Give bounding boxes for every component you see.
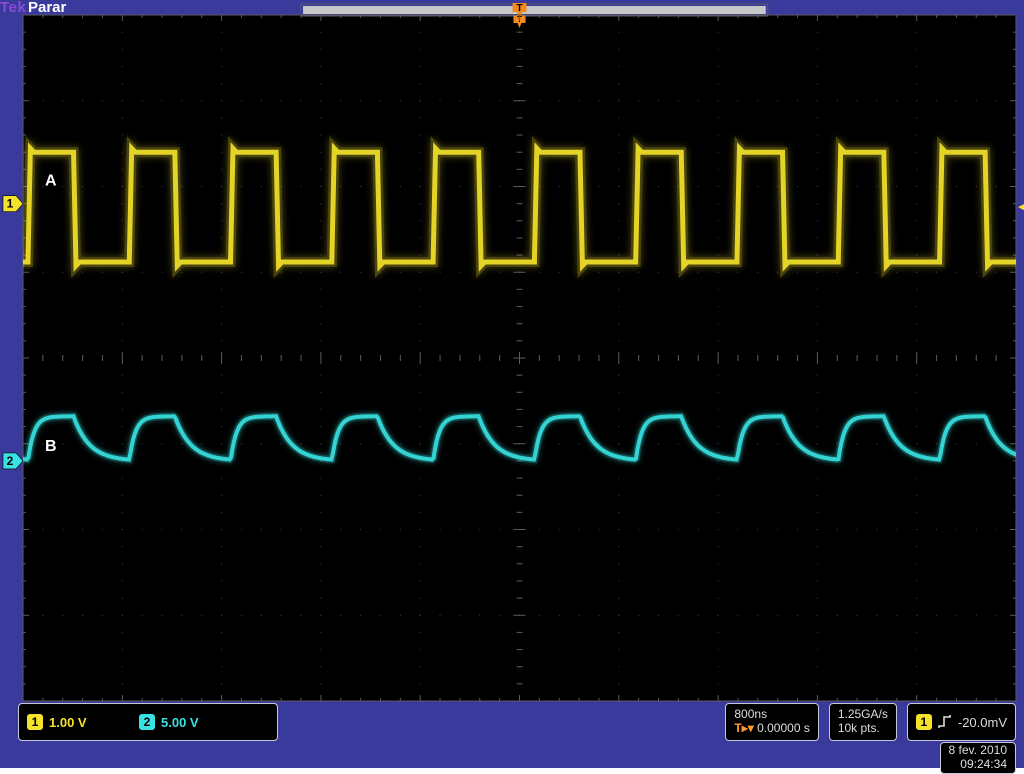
tek-logo: Tek <box>0 0 26 16</box>
sample-rate: 1.25GA/s <box>838 708 888 722</box>
ch1-badge: 1 <box>27 714 43 730</box>
channel-scales-readout: 1 1.00 V 2 5.00 V <box>18 703 278 741</box>
trigger-level: -20.0mV <box>958 715 1007 730</box>
ch1-scale: 1.00 V <box>49 715 109 730</box>
trigger-readout: 1 -20.0mV <box>907 703 1016 741</box>
trigger-source-badge: 1 <box>916 714 932 730</box>
date: 8 fev. 2010 <box>949 744 1008 758</box>
acquisition-status: Parar <box>28 0 66 16</box>
record-length: 10k pts. <box>838 722 888 736</box>
trace-label-b: B <box>45 438 57 455</box>
timebase-ref-icon: T▸▾ <box>734 721 753 735</box>
oscilloscope-screen: TT12AB <box>0 0 1024 768</box>
svg-text:1: 1 <box>7 197 14 211</box>
time: 09:24:34 <box>949 758 1008 772</box>
rising-edge-icon <box>938 714 952 730</box>
timebase-readout: 800ns T▸▾ 0.00000 s <box>725 703 818 741</box>
svg-text:T: T <box>516 3 522 14</box>
ch2-badge: 2 <box>139 714 155 730</box>
timebase-scale: 800ns <box>734 708 809 722</box>
acquisition-readout: 1.25GA/s 10k pts. <box>829 703 897 741</box>
trace-label-a: A <box>45 173 57 190</box>
ch2-scale: 5.00 V <box>161 715 199 730</box>
svg-text:2: 2 <box>7 454 14 468</box>
datetime-readout: 8 fev. 2010 09:24:34 <box>940 742 1017 774</box>
timebase-position: 0.00000 s <box>757 721 810 735</box>
